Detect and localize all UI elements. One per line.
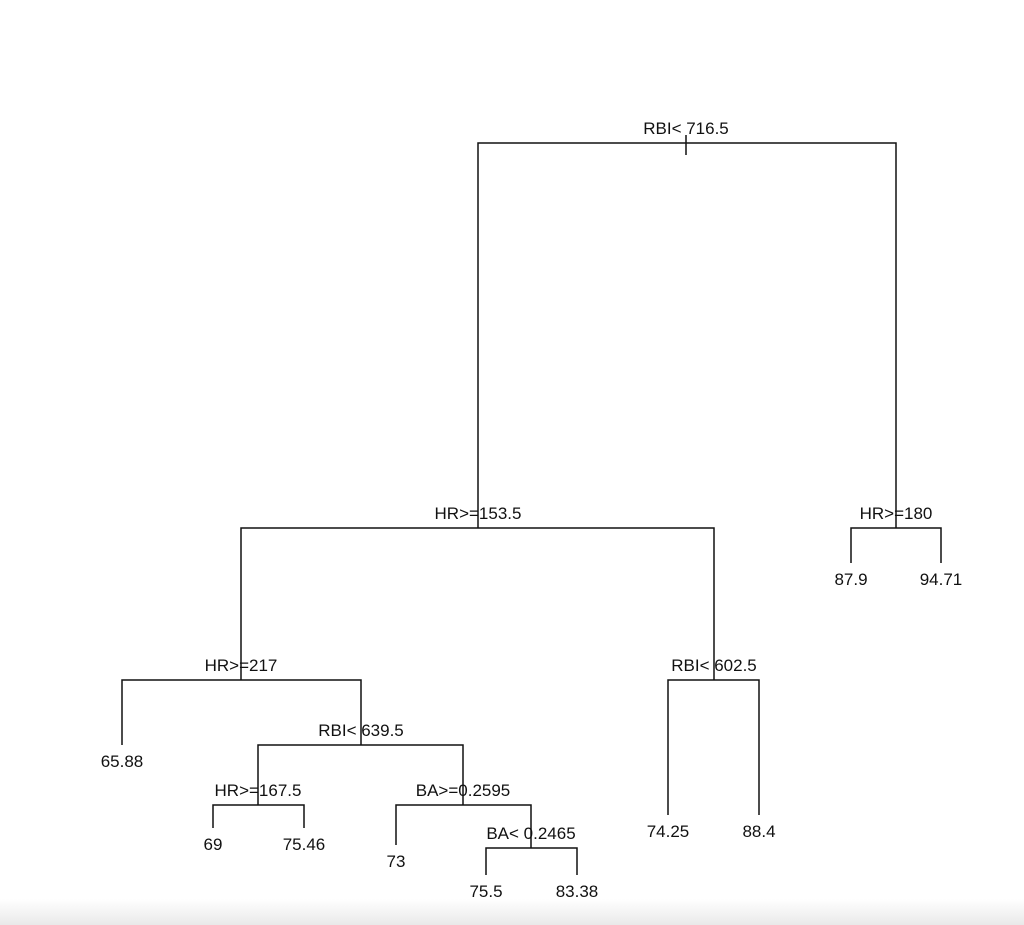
split-label: BA>=0.2595 [416, 781, 511, 800]
bottom-fade [0, 899, 1024, 925]
split-branch [477, 142, 897, 528]
split-label: RBI< 639.5 [318, 721, 404, 740]
leaf-value: 75.5 [469, 882, 502, 901]
split-label: BA< 0.2465 [486, 824, 575, 843]
split-label: HR>=217 [205, 656, 278, 675]
split-branch [240, 527, 715, 680]
split-branch [850, 527, 942, 563]
split-label: HR>=180 [860, 504, 933, 523]
leaf-value: 94.71 [920, 570, 963, 589]
split-label: HR>=153.5 [435, 504, 522, 523]
split-label: HR>=167.5 [215, 781, 302, 800]
leaf-value: 75.46 [283, 835, 326, 854]
leaf-value: 87.9 [834, 570, 867, 589]
split-branch [121, 679, 362, 745]
leaf-value: 88.4 [742, 822, 775, 841]
split-label: RBI< 602.5 [671, 656, 757, 675]
split-branch [395, 804, 532, 848]
leaf-value: 83.38 [556, 882, 599, 901]
leaf-value: 73 [387, 852, 406, 871]
leaf-value: 69 [204, 835, 223, 854]
leaf-value: 74.25 [647, 822, 690, 841]
split-branch [257, 744, 464, 805]
split-branch [667, 679, 760, 815]
split-label: RBI< 716.5 [643, 119, 729, 138]
split-branch [212, 804, 305, 828]
leaf-value: 65.88 [101, 752, 144, 771]
split-branch [485, 847, 578, 875]
